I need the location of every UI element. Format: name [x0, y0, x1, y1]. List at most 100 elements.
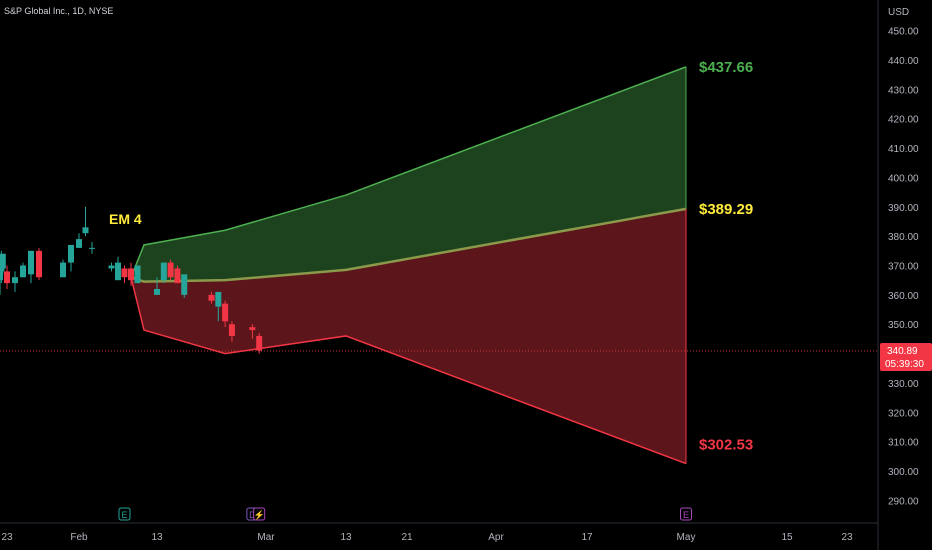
candle-body	[154, 288, 160, 295]
time-tick-label[interactable]: May	[677, 532, 696, 543]
price-tick-label: 300.00	[888, 467, 919, 478]
candle	[167, 259, 174, 281]
price-tick-label: 290.00	[888, 496, 919, 507]
candle-body	[167, 262, 174, 278]
price-tick-label: 420.00	[888, 115, 919, 126]
candle-body	[28, 250, 34, 275]
price-tick-label: 440.00	[888, 56, 919, 67]
candle	[12, 271, 18, 292]
candle	[76, 233, 82, 248]
candle-body	[181, 274, 188, 295]
events-layer[interactable]: E D⚡ E	[118, 507, 692, 521]
event-marker-letter[interactable]: D	[249, 510, 256, 520]
currency-label: USD	[888, 7, 909, 18]
candle	[36, 247, 42, 281]
last-price-tag-bg	[880, 342, 932, 371]
price-tick-label: 310.00	[888, 438, 919, 449]
time-tick-label[interactable]: 15	[781, 532, 793, 543]
candle-body	[160, 262, 167, 281]
candle	[28, 250, 34, 284]
em-lower-line	[130, 277, 687, 465]
candle-body	[4, 271, 10, 284]
candle	[160, 262, 167, 284]
candle-body	[68, 244, 74, 263]
price-tick-label: 370.00	[888, 262, 919, 273]
time-tick-label[interactable]: 23	[1, 532, 13, 543]
event-marker-box[interactable]	[118, 507, 131, 521]
price-tick-label: 320.00	[888, 408, 919, 419]
em-upper-band	[131, 66, 686, 282]
price-tick-label: 410.00	[888, 144, 919, 155]
price-tick-label: 390.00	[888, 203, 919, 214]
time-tick-label[interactable]: Feb	[70, 532, 88, 543]
candle-body	[115, 262, 121, 281]
candle-body	[20, 265, 26, 278]
last-price-value: 340.89	[887, 346, 918, 357]
em-middle-price-label: $389.29	[699, 201, 753, 218]
candle	[89, 242, 95, 254]
event-marker-letter[interactable]: ⚡	[254, 509, 265, 521]
candle-body	[36, 250, 42, 278]
em-lower-price-label: $302.53	[699, 437, 753, 454]
candle-body	[228, 324, 235, 336]
em-name-label: EM 4	[109, 211, 142, 227]
candle-body	[134, 265, 141, 284]
price-tick-label: 350.00	[888, 320, 919, 331]
candles-layer	[0, 206, 263, 354]
last-price-tag: 340.89 05:39:30	[880, 342, 932, 371]
candle	[215, 291, 222, 322]
em-fill-layer	[131, 66, 686, 464]
candle	[82, 206, 89, 237]
price-scale-bg[interactable]	[878, 0, 932, 550]
time-tick-label[interactable]: Apr	[488, 532, 504, 543]
time-tick-label[interactable]: 23	[841, 532, 853, 543]
event-marker-box[interactable]	[253, 507, 266, 521]
time-tick-label[interactable]: Mar	[257, 532, 275, 543]
candle-body	[89, 247, 95, 249]
candle	[174, 265, 181, 284]
candle-body	[249, 327, 256, 331]
price-tick-label: 360.00	[888, 291, 919, 302]
em-labels-layer: $437.66 $389.29 $302.53 EM 4	[109, 59, 753, 454]
candle-body	[222, 303, 229, 322]
price-tick-label: 330.00	[888, 379, 919, 390]
event-marker-letter[interactable]: E	[683, 510, 689, 520]
price-tick-label: 450.00	[888, 27, 919, 38]
candle-body	[12, 277, 18, 284]
em-lower-band	[131, 208, 686, 464]
event-marker-letter[interactable]: E	[121, 510, 127, 520]
time-tick-label[interactable]: 21	[401, 532, 413, 543]
candle	[108, 262, 115, 272]
price-tick-label: 380.00	[888, 232, 919, 243]
event-marker-box[interactable]	[680, 507, 692, 521]
price-tick-label: 400.00	[888, 173, 919, 184]
time-ticks[interactable]: 23 Feb 13 Mar 13 21 Apr 17 May 15 23	[1, 532, 853, 543]
time-tick-label[interactable]: 17	[581, 532, 593, 543]
candle-body	[60, 262, 66, 278]
candle-body	[108, 265, 115, 269]
event-marker[interactable]: E	[118, 507, 131, 521]
symbol-legend: S&P Global Inc., 1D, NYSE	[4, 6, 114, 16]
candle-body	[121, 268, 128, 278]
candle	[60, 259, 66, 278]
event-marker[interactable]: E	[680, 507, 692, 521]
candle	[20, 262, 26, 278]
event-marker[interactable]: ⚡	[253, 507, 266, 521]
candle	[222, 300, 229, 328]
candle-body	[174, 268, 181, 284]
time-tick-label[interactable]: 13	[340, 532, 352, 543]
candle-body	[208, 294, 215, 301]
candle	[134, 265, 141, 284]
candle	[181, 274, 188, 298]
candle-body	[0, 253, 6, 269]
candle	[68, 244, 74, 272]
candle-body	[76, 239, 82, 248]
em-upper-price-label: $437.66	[699, 59, 753, 76]
candle	[208, 291, 215, 304]
candle	[228, 321, 235, 342]
candle	[4, 265, 10, 289]
candle-body	[215, 291, 222, 307]
candle-body	[82, 227, 89, 234]
time-tick-label[interactable]: 13	[151, 532, 163, 543]
